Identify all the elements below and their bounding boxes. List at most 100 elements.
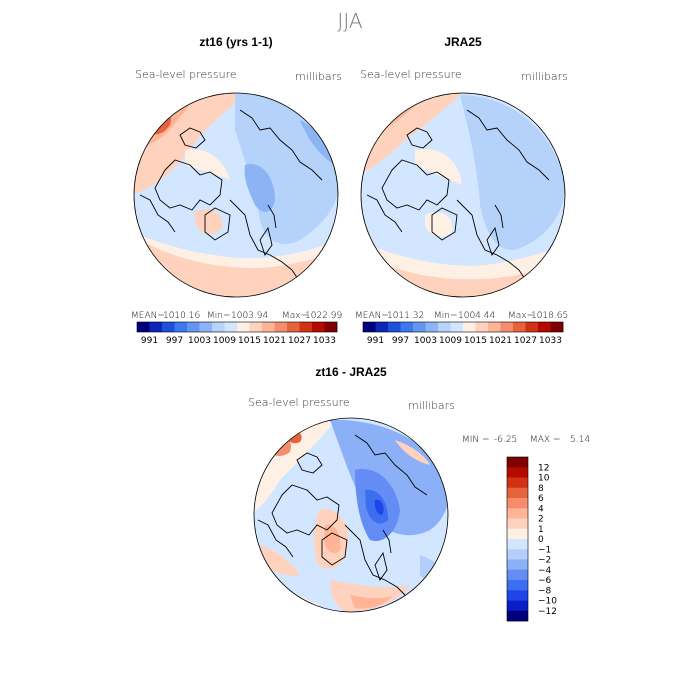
map-region — [195, 209, 223, 234]
colorbar-swatch — [162, 322, 175, 332]
colorbar-level-label: 6 — [538, 494, 544, 504]
colorbar-frame — [506, 456, 529, 622]
colorbar-level-label: −4 — [538, 566, 552, 576]
colorbar-tick-label: 1009 — [213, 336, 236, 346]
colorbar-tick-label: 997 — [392, 336, 409, 346]
colorbar-level-label: −8 — [538, 586, 552, 596]
colorbar-level-label: −6 — [538, 576, 552, 586]
colorbar-swatch — [500, 322, 514, 332]
colorbar-swatch — [488, 322, 501, 332]
colorbar-level-label: 0 — [538, 535, 544, 545]
colorbar-swatch — [538, 322, 551, 332]
colorbar-swatch — [507, 487, 528, 499]
colorbar-swatch — [507, 477, 528, 489]
panel-diff-field-label: Sea-level pressure — [248, 396, 350, 409]
panel-model-colorbar: 991 997 1003 1009 1015 1021 1027 1033 — [136, 321, 338, 346]
colorbar-level-label: 8 — [538, 484, 544, 494]
colorbar-level-label: 2 — [538, 515, 544, 525]
colorbar-swatch — [507, 528, 528, 540]
colorbar-swatch — [425, 322, 439, 332]
colorbar-swatch — [274, 322, 288, 332]
colorbar-swatch — [262, 322, 275, 332]
colorbar-swatch — [438, 322, 451, 332]
colorbar-level-label: 10 — [538, 474, 550, 484]
colorbar-swatch — [513, 322, 526, 332]
map-region — [350, 595, 392, 609]
colorbar-level-label: 12 — [538, 463, 549, 473]
colorbar-swatch — [149, 322, 163, 332]
colorbar-swatch — [507, 569, 528, 581]
panel-model-coastlines — [139, 109, 323, 283]
colorbar-level-label: −10 — [538, 597, 557, 607]
colorbar-tick-label: 1015 — [464, 336, 487, 346]
map-region — [324, 524, 341, 554]
colorbar-frame — [362, 321, 564, 333]
colorbar-frame — [136, 321, 338, 333]
panel-diff-title: zt16 - JRA25 — [315, 365, 387, 379]
map-region — [185, 149, 230, 180]
panel-diff-map — [254, 418, 448, 612]
colorbar-swatch — [507, 457, 528, 468]
panel-obs-title: JRA25 — [444, 35, 482, 49]
colorbar-swatch — [363, 322, 376, 332]
panel-obs-stats-mean: 1011.32 — [387, 311, 424, 321]
panel-diff-coastlines — [257, 434, 428, 596]
colorbar-swatch — [375, 322, 389, 332]
map-region — [366, 98, 392, 125]
colorbar-tick-label: 1033 — [539, 336, 562, 346]
panel-diff-units: millibars — [408, 399, 455, 412]
panel-obs-map — [361, 93, 565, 297]
panel-model-stats-min-label: Min= — [207, 311, 231, 321]
map-region — [244, 164, 275, 212]
map-region — [374, 499, 384, 515]
panel-model-stats-max: 1022.99 — [305, 311, 342, 321]
colorbar-tick-label: 1003 — [414, 336, 437, 346]
colorbar-level-label: −1 — [538, 545, 551, 555]
colorbar-tick-label: 1003 — [188, 336, 211, 346]
colorbar-swatch — [463, 322, 476, 332]
suptitle: JJA — [337, 9, 362, 33]
panel-obs-stats-max-label: Max= — [508, 311, 534, 321]
panel-diff-stats-max: 5.14 — [570, 435, 590, 445]
panel-model-title: zt16 (yrs 1-1) — [199, 35, 272, 49]
colorbar-tick-label: 1015 — [238, 336, 261, 346]
colorbar-swatch — [507, 539, 528, 550]
panel-model-stats-mean-label: MEAN= — [131, 311, 165, 321]
colorbar-swatch — [174, 322, 188, 332]
colorbar-swatch — [312, 322, 325, 332]
colorbar-level-label: 4 — [538, 504, 544, 514]
colorbar-swatch — [450, 322, 464, 332]
colorbar-swatch — [199, 322, 213, 332]
panel-model-stats-mean: 1010.16 — [163, 311, 200, 321]
colorbar-swatch — [525, 322, 539, 332]
map-region — [395, 440, 430, 465]
colorbar-swatch — [507, 610, 528, 622]
colorbar-level-label: −2 — [538, 556, 551, 566]
panel-model-map — [134, 93, 338, 297]
colorbar-swatch — [507, 467, 528, 478]
colorbar-tick-label: 1033 — [313, 336, 336, 346]
colorbar-swatch — [507, 549, 528, 560]
panel-obs-coastlines — [366, 109, 550, 283]
colorbar-swatch — [388, 322, 401, 332]
colorbar-swatch — [475, 322, 489, 332]
colorbar-tick-label: 991 — [367, 336, 384, 346]
colorbar-swatch — [137, 322, 150, 332]
panel-obs-stats-min: 1004.44 — [458, 311, 495, 321]
colorbar-swatch — [187, 322, 200, 332]
panel-obs-stats-mean-label: MEAN= — [355, 311, 389, 321]
panel-diff-stats-min-label: MIN = — [462, 435, 490, 445]
panel-model-boundary — [133, 92, 339, 298]
colorbar-swatch — [507, 498, 528, 509]
panel-diff-boundary — [253, 417, 449, 613]
colorbar-level-label: −12 — [538, 607, 557, 617]
colorbar-swatch — [224, 322, 238, 332]
colorbar-swatch — [299, 322, 313, 332]
panel-obs-field-label: Sea-level pressure — [360, 68, 462, 81]
panel-obs-stats-min-label: Min= — [434, 311, 458, 321]
colorbar-swatch — [237, 322, 250, 332]
panel-diff-stats-max-label: MAX = — [530, 435, 561, 445]
colorbar-tick-label: 1021 — [489, 336, 512, 346]
